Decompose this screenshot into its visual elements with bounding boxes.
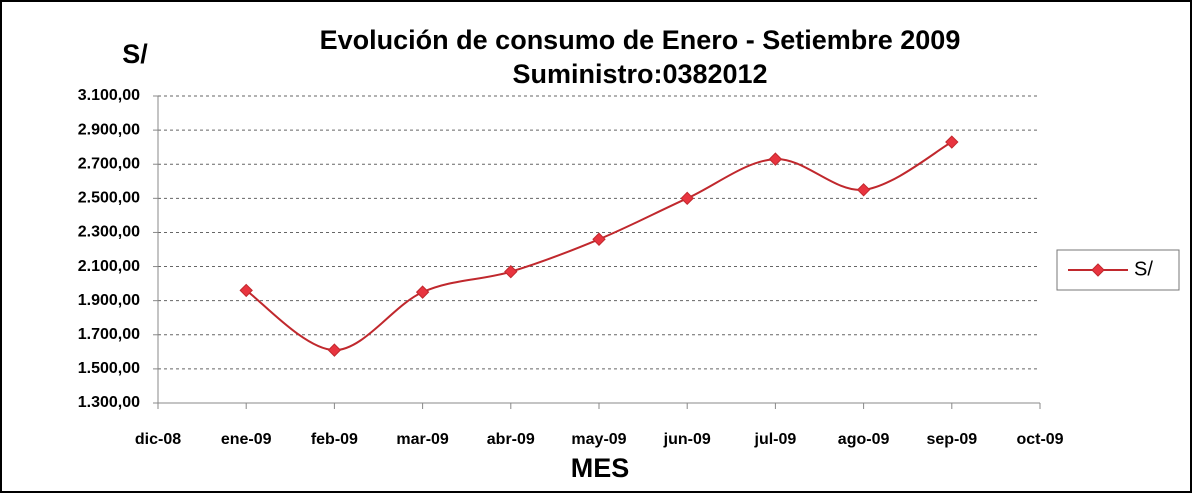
point-marker (945, 135, 959, 149)
y-tick-label: 2.300,00 (78, 224, 140, 241)
y-tick-label: 2.900,00 (78, 121, 140, 138)
point-marker (239, 283, 253, 298)
x-tick-label: jul-09 (754, 431, 797, 448)
y-tick-label: 1.900,00 (78, 292, 140, 309)
point-marker (504, 264, 518, 279)
point-marker (856, 183, 871, 197)
x-tick-label: ago-09 (838, 431, 890, 448)
y-tick-label: 1.700,00 (78, 326, 140, 343)
chart-title: Evolución de consumo de Enero - Setiembr… (320, 25, 961, 55)
y-tick-label: 2.500,00 (78, 190, 140, 207)
point-marker (768, 152, 783, 166)
x-tick-label: sep-09 (926, 431, 977, 448)
point-marker (327, 343, 342, 357)
point-marker (415, 285, 430, 299)
x-axis-title: MES (571, 453, 630, 483)
point-marker (592, 232, 606, 246)
y-axis-title: S/ (122, 39, 148, 69)
y-tick-label: 2.700,00 (78, 155, 140, 172)
x-tick-label: ene-09 (221, 431, 272, 448)
x-tick-label: may-09 (571, 431, 626, 448)
x-tick-label: abr-09 (487, 431, 535, 448)
x-tick-label: feb-09 (311, 431, 358, 448)
x-tick-label: oct-09 (1016, 431, 1063, 448)
legend-marker (1091, 263, 1105, 277)
legend-label: S/ (1134, 258, 1153, 280)
y-tick-label: 3.100,00 (78, 87, 140, 104)
x-tick-label: dic-08 (135, 431, 181, 448)
x-tick-label: mar-09 (396, 431, 449, 448)
y-tick-label: 1.300,00 (78, 394, 140, 411)
point-marker (680, 191, 694, 206)
x-tick-label: jun-09 (663, 431, 711, 448)
y-tick-label: 2.100,00 (78, 258, 140, 275)
chart-subtitle: Suministro:0382012 (512, 59, 767, 89)
y-tick-label: 1.500,00 (78, 360, 140, 377)
